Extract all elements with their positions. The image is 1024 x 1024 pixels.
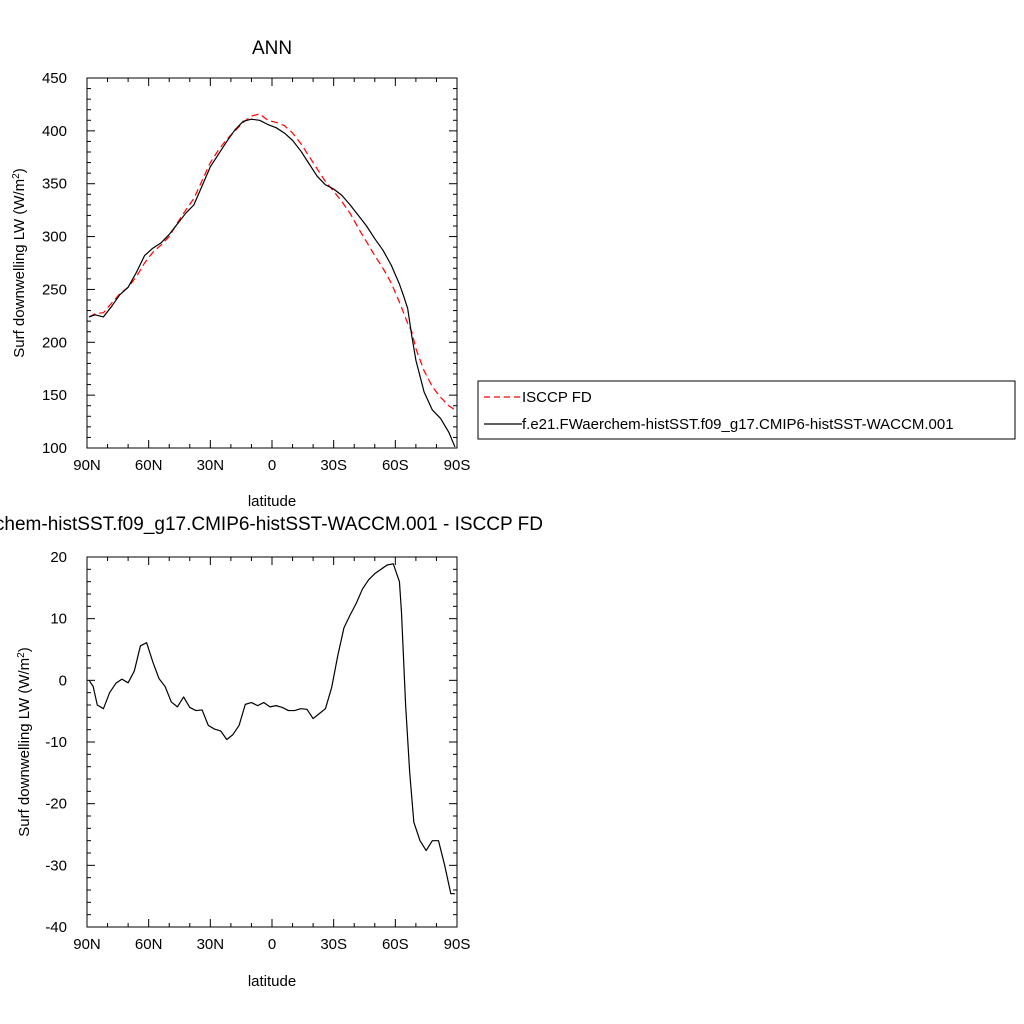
top-series-line-1 (88, 118, 456, 448)
top-plot-series (88, 113, 456, 448)
legend: ISCCP FD f.e21.FWaerchem-histSST.f09_g17… (477, 380, 1016, 440)
top-chart-title: ANN (252, 38, 292, 59)
bottom-x-tick-label: 90N (73, 936, 101, 953)
bottom-y-tick-label: 10 (50, 611, 67, 628)
top-y-axis-title: Surf downwelling LW (W/m2) (11, 168, 29, 358)
legend-label-model: f.e21.FWaerchem-histSST.f09_g17.CMIP6-hi… (522, 416, 954, 433)
top-y-axis-title-main: Surf downwelling LW (W/m (11, 179, 28, 358)
bottom-y-axis-title: Surf downwelling LW (W/m2) (16, 647, 34, 837)
top-x-tick-label: 30S (320, 457, 347, 474)
bottom-y-tick-label: 20 (50, 549, 67, 566)
bottom-plot-frame (86, 556, 458, 928)
bottom-plot-ticks: 90N 60N 30N 0 30S 60S 90S -40 -30 -20 -10 0 10 20 (45, 549, 470, 953)
bottom-x-tick-label: 60N (135, 936, 163, 953)
bottom-x-tick-label: 90S (444, 936, 471, 953)
top-series-line-0 (88, 113, 456, 411)
top-y-tick-label: 250 (42, 281, 67, 298)
bottom-series-line-0 (88, 563, 455, 895)
top-x-axis-title: latitude (248, 493, 296, 510)
top-x-tick-label: 0 (268, 457, 276, 474)
bottom-chart-title: f.e21.FWaerchem-histSST.f09_g17.CMIP6-hi… (0, 514, 543, 535)
top-y-tick-label: 400 (42, 123, 67, 140)
bottom-plot-series (88, 563, 455, 895)
bottom-panel: f.e21.FWaerchem-histSST.f09_g17.CMIP6-hi… (0, 514, 543, 990)
bottom-y-tick-label: -40 (45, 919, 67, 936)
top-y-tick-label: 300 (42, 229, 67, 246)
top-y-tick-label: 100 (42, 440, 67, 457)
top-x-tick-label: 60S (382, 457, 409, 474)
top-plot-ticks: 90N 60N 30N 0 30S 60S 90S 100 150 200 250 300 350 400… (42, 70, 470, 474)
bottom-y-tick-label: -20 (45, 796, 67, 813)
bottom-x-tick-label: 30S (320, 936, 347, 953)
top-x-tick-label: 90N (73, 457, 101, 474)
top-y-tick-label: 200 (42, 334, 67, 351)
bottom-y-axis-title-end: ) (16, 647, 33, 652)
top-x-tick-label: 90S (444, 457, 471, 474)
legend-frame (477, 380, 1016, 440)
bottom-y-tick-label: -30 (45, 857, 67, 874)
top-x-tick-label: 30N (197, 457, 225, 474)
top-plot-frame (86, 77, 458, 449)
legend-label-isccp: ISCCP FD (522, 389, 592, 406)
top-y-tick-label: 150 (42, 387, 67, 404)
top-x-tick-label: 60N (135, 457, 163, 474)
top-y-tick-label: 450 (42, 70, 67, 87)
top-panel: ANN 90N 60N 30N 0 30S 60S 90S 100 150 200 250 300 35… (11, 38, 1016, 510)
bottom-x-tick-label: 30N (197, 936, 225, 953)
bottom-y-tick-label: 0 (59, 672, 67, 689)
bottom-y-axis-title-sup: 2 (16, 652, 27, 658)
top-y-axis-title-sup: 2 (11, 173, 22, 179)
bottom-x-tick-label: 0 (268, 936, 276, 953)
bottom-y-axis-title-main: Surf downwelling LW (W/m (16, 658, 33, 837)
bottom-y-tick-label: -10 (45, 734, 67, 751)
bottom-x-axis-title: latitude (248, 973, 296, 990)
bottom-x-tick-label: 60S (382, 936, 409, 953)
top-y-tick-label: 350 (42, 176, 67, 193)
top-y-axis-title-end: ) (11, 168, 28, 173)
